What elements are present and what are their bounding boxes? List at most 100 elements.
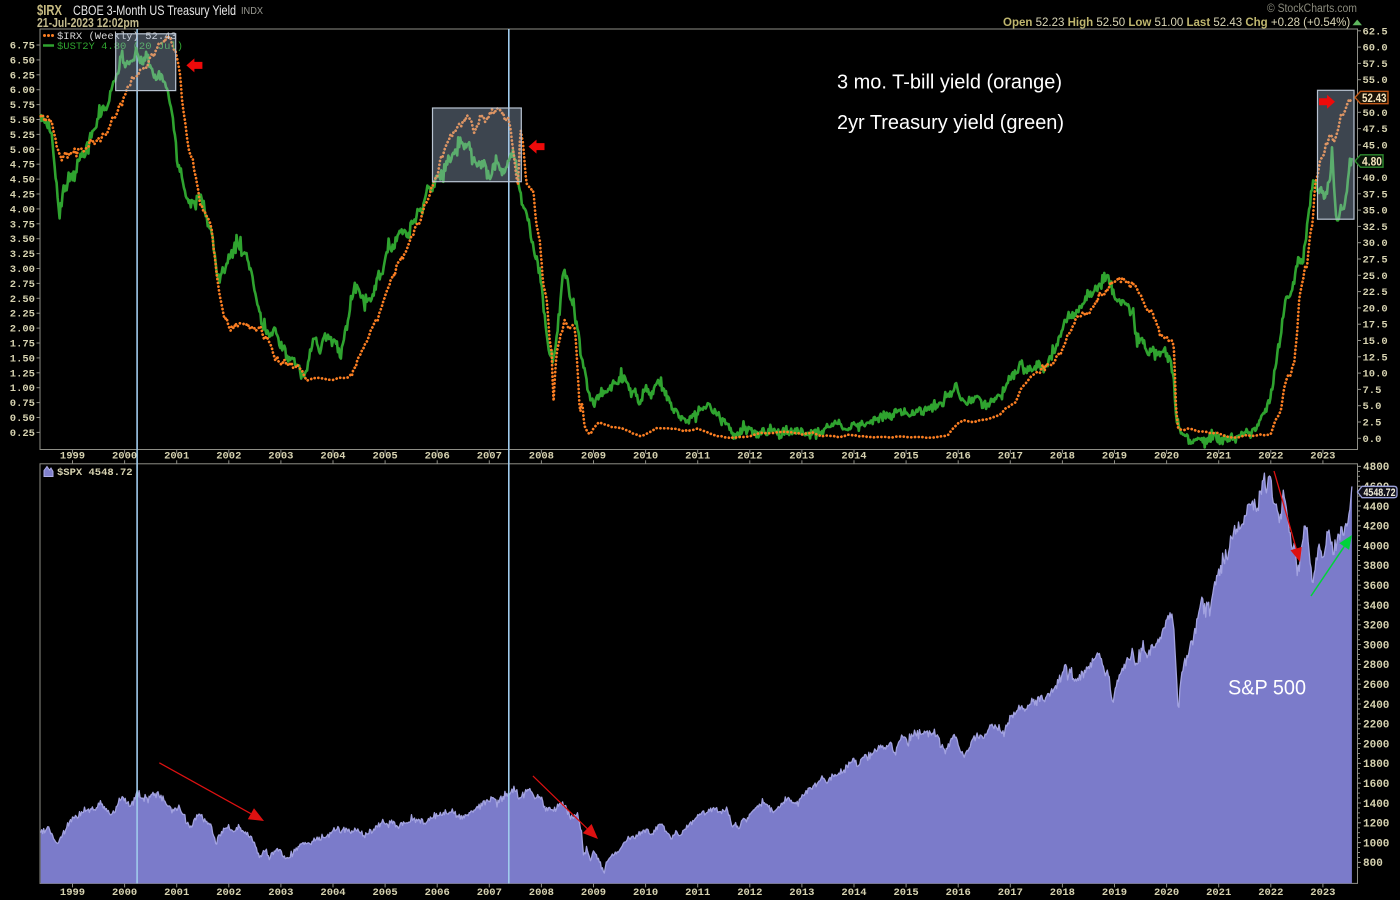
svg-text:4000: 4000 bbox=[1363, 541, 1389, 553]
svg-text:2013: 2013 bbox=[789, 451, 814, 463]
svg-text:2008: 2008 bbox=[529, 451, 554, 463]
svg-text:2400: 2400 bbox=[1363, 700, 1389, 712]
svg-text:5.75: 5.75 bbox=[10, 100, 35, 112]
svg-text:Open 52.23 High 52.50 Low 51.0: Open 52.23 High 52.50 Low 51.00 Last 52.… bbox=[1003, 17, 1350, 29]
svg-text:62.5: 62.5 bbox=[1363, 26, 1388, 38]
svg-text:2022: 2022 bbox=[1258, 887, 1283, 899]
svg-text:2009: 2009 bbox=[581, 451, 606, 463]
svg-text:3200: 3200 bbox=[1363, 621, 1389, 633]
svg-text:$SPX 4548.72: $SPX 4548.72 bbox=[57, 467, 133, 479]
svg-text:57.5: 57.5 bbox=[1363, 59, 1388, 71]
svg-text:2016: 2016 bbox=[946, 451, 971, 463]
svg-text:INDX: INDX bbox=[241, 5, 263, 17]
svg-text:2012: 2012 bbox=[737, 451, 762, 463]
svg-text:7.5: 7.5 bbox=[1363, 385, 1382, 397]
svg-text:2.25: 2.25 bbox=[10, 309, 35, 321]
svg-text:1.00: 1.00 bbox=[10, 383, 35, 395]
svg-text:4548.72: 4548.72 bbox=[1364, 487, 1396, 499]
svg-text:2023: 2023 bbox=[1310, 887, 1335, 899]
svg-text:2015: 2015 bbox=[893, 887, 918, 899]
svg-text:© StockCharts.com: © StockCharts.com bbox=[1267, 3, 1357, 15]
svg-text:22.5: 22.5 bbox=[1363, 287, 1388, 299]
svg-text:2009: 2009 bbox=[581, 887, 606, 899]
svg-text:1200: 1200 bbox=[1363, 819, 1389, 831]
svg-text:45.0: 45.0 bbox=[1363, 140, 1388, 152]
svg-text:15.0: 15.0 bbox=[1363, 336, 1388, 348]
svg-text:$IRX: $IRX bbox=[37, 2, 62, 19]
svg-text:60.0: 60.0 bbox=[1363, 43, 1388, 55]
svg-text:6.75: 6.75 bbox=[10, 41, 35, 53]
svg-text:1.75: 1.75 bbox=[10, 339, 35, 351]
svg-text:5.50: 5.50 bbox=[10, 115, 35, 127]
svg-text:2012: 2012 bbox=[737, 887, 762, 899]
svg-text:40.0: 40.0 bbox=[1363, 173, 1388, 185]
svg-text:5.00: 5.00 bbox=[10, 145, 35, 157]
svg-text:55.0: 55.0 bbox=[1363, 75, 1388, 87]
svg-text:2001: 2001 bbox=[164, 451, 189, 463]
svg-text:2022: 2022 bbox=[1258, 451, 1283, 463]
svg-text:2003: 2003 bbox=[268, 887, 293, 899]
svg-text:17.5: 17.5 bbox=[1363, 320, 1388, 332]
svg-text:4.00: 4.00 bbox=[10, 204, 35, 216]
svg-text:30.0: 30.0 bbox=[1363, 238, 1388, 250]
svg-text:2003: 2003 bbox=[268, 451, 293, 463]
svg-text:2021: 2021 bbox=[1206, 887, 1231, 899]
svg-text:2011: 2011 bbox=[685, 451, 710, 463]
svg-text:3 mo. T-bill yield (orange): 3 mo. T-bill yield (orange) bbox=[837, 72, 1062, 94]
svg-text:0.75: 0.75 bbox=[10, 398, 35, 410]
svg-text:6.50: 6.50 bbox=[10, 55, 35, 67]
svg-text:1.25: 1.25 bbox=[10, 368, 35, 380]
svg-text:3400: 3400 bbox=[1363, 601, 1389, 613]
svg-text:32.5: 32.5 bbox=[1363, 222, 1388, 234]
svg-text:2014: 2014 bbox=[841, 451, 866, 463]
svg-text:800: 800 bbox=[1363, 858, 1383, 870]
svg-text:4.25: 4.25 bbox=[10, 190, 35, 202]
svg-text:6.00: 6.00 bbox=[10, 85, 35, 97]
svg-text:2019: 2019 bbox=[1102, 887, 1127, 899]
svg-text:1600: 1600 bbox=[1363, 779, 1389, 791]
svg-text:47.5: 47.5 bbox=[1363, 124, 1388, 136]
svg-text:3800: 3800 bbox=[1363, 561, 1389, 573]
svg-text:2800: 2800 bbox=[1363, 660, 1389, 672]
svg-text:21-Jul-2023 12:02pm: 21-Jul-2023 12:02pm bbox=[37, 15, 139, 30]
svg-text:2002: 2002 bbox=[216, 451, 241, 463]
svg-text:3.25: 3.25 bbox=[10, 249, 35, 261]
svg-text:2007: 2007 bbox=[477, 451, 502, 463]
svg-text:2008: 2008 bbox=[529, 887, 554, 899]
svg-text:$UST2Y 4.80 (20 Jul): $UST2Y 4.80 (20 Jul) bbox=[57, 41, 183, 53]
svg-text:4200: 4200 bbox=[1363, 522, 1389, 534]
svg-text:2.75: 2.75 bbox=[10, 279, 35, 291]
svg-text:4.75: 4.75 bbox=[10, 160, 35, 172]
svg-text:1800: 1800 bbox=[1363, 759, 1389, 771]
svg-text:2006: 2006 bbox=[425, 451, 450, 463]
svg-text:2017: 2017 bbox=[998, 451, 1023, 463]
svg-text:3.50: 3.50 bbox=[10, 234, 35, 246]
svg-text:2004: 2004 bbox=[320, 451, 345, 463]
svg-text:2200: 2200 bbox=[1363, 720, 1389, 732]
svg-text:2021: 2021 bbox=[1206, 451, 1231, 463]
svg-text:10.0: 10.0 bbox=[1363, 369, 1388, 381]
svg-text:1400: 1400 bbox=[1363, 799, 1389, 811]
svg-text:2019: 2019 bbox=[1102, 451, 1127, 463]
svg-text:2001: 2001 bbox=[164, 887, 189, 899]
svg-text:3.00: 3.00 bbox=[10, 264, 35, 276]
svg-text:2015: 2015 bbox=[893, 451, 918, 463]
svg-text:2.00: 2.00 bbox=[10, 324, 35, 336]
svg-text:3600: 3600 bbox=[1363, 581, 1389, 593]
svg-text:2000: 2000 bbox=[1363, 739, 1389, 751]
svg-text:2004: 2004 bbox=[320, 887, 345, 899]
svg-text:2005: 2005 bbox=[372, 887, 397, 899]
svg-text:37.5: 37.5 bbox=[1363, 189, 1388, 201]
svg-text:4400: 4400 bbox=[1363, 502, 1389, 514]
svg-text:2020: 2020 bbox=[1154, 451, 1179, 463]
svg-text:2.5: 2.5 bbox=[1363, 418, 1382, 430]
svg-text:6.25: 6.25 bbox=[10, 70, 35, 82]
svg-text:2010: 2010 bbox=[633, 451, 658, 463]
svg-text:2000: 2000 bbox=[112, 887, 137, 899]
svg-text:1999: 1999 bbox=[60, 451, 85, 463]
svg-text:2000: 2000 bbox=[112, 451, 137, 463]
svg-text:3000: 3000 bbox=[1363, 640, 1389, 652]
svg-text:2023: 2023 bbox=[1310, 451, 1335, 463]
svg-text:2006: 2006 bbox=[425, 887, 450, 899]
svg-text:27.5: 27.5 bbox=[1363, 255, 1388, 267]
